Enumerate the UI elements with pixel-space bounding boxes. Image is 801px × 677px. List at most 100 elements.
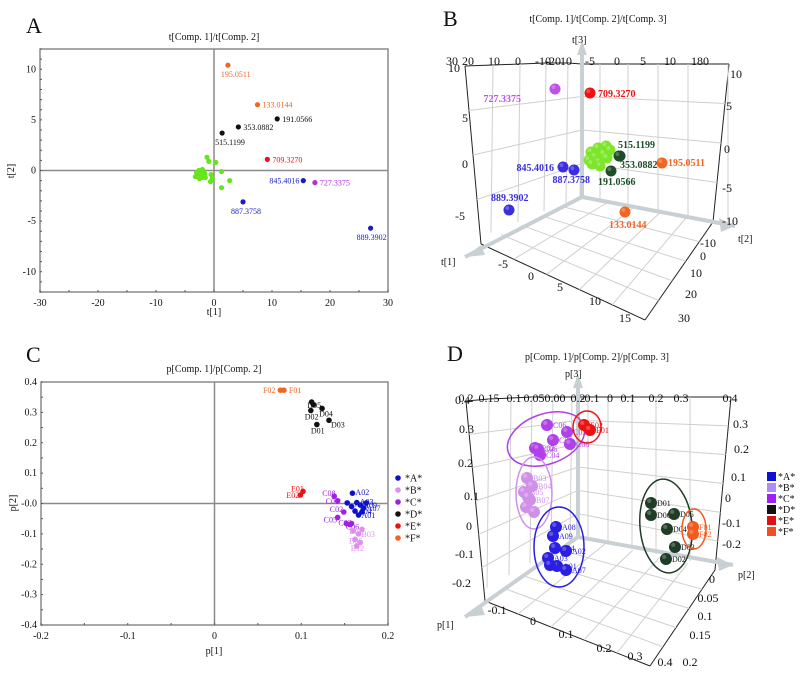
data-point-label: F01 <box>289 386 301 395</box>
legend-marker <box>395 511 401 517</box>
sphere-highlight <box>530 507 535 512</box>
group-ellipse <box>681 508 707 550</box>
data-point-label: 353.0882 <box>243 123 273 132</box>
data-point-label: 845.4016 <box>269 177 299 186</box>
y-tick-label: -0.3 <box>21 590 37 601</box>
sphere-highlight <box>586 89 591 93</box>
data-point-label: 887.3758 <box>231 207 261 216</box>
x-tick-label: -0.1 <box>488 603 507 617</box>
sphere-highlight <box>585 156 590 160</box>
y-tick-label: 0 <box>709 572 715 586</box>
data-point-label: 515.1199 <box>618 140 655 151</box>
data-point-label: D03 <box>331 420 345 429</box>
sphere-highlight <box>570 166 575 170</box>
chart-title-c: p[Comp. 1]/p[Comp. 2] <box>167 364 262 375</box>
cluster-sphere <box>604 144 616 156</box>
x-axis-label-a: t[1] <box>207 307 221 318</box>
z-tick-label: 0.2 <box>458 456 473 470</box>
data-point <box>331 493 338 500</box>
sphere-highlight <box>662 554 667 560</box>
data-point <box>219 130 225 136</box>
x-tick-label: -0.2 <box>33 631 49 642</box>
top-tick-label: 0.05 <box>524 391 545 405</box>
sphere-highlight <box>523 473 528 478</box>
top-tick-label: 10 <box>560 54 572 68</box>
data-point <box>264 156 270 162</box>
sphere-highlight <box>580 420 585 425</box>
right-tick-label: 0 <box>724 142 730 156</box>
x-axis-label-d: p[1] <box>437 620 454 631</box>
grid-line <box>486 398 490 588</box>
top-tick-label: -5 <box>585 54 595 68</box>
data-point-label: C05 <box>324 515 337 524</box>
cluster-point <box>204 154 210 160</box>
sphere-highlight <box>522 502 527 507</box>
sphere-highlight <box>551 85 556 89</box>
legend-label: *E* <box>778 516 794 527</box>
front-x-edge <box>480 243 646 321</box>
data-point-label: 727.3375 <box>484 94 522 105</box>
data-point-label: E02 <box>590 421 603 430</box>
floor-grid-line <box>583 556 661 641</box>
data-point-label: B07 <box>536 496 549 505</box>
sphere-highlight <box>549 435 554 440</box>
group-ellipse <box>533 506 585 588</box>
x-tick-label: 0.4 <box>658 655 673 669</box>
data-sphere <box>528 506 540 518</box>
sphere-highlight <box>566 439 571 444</box>
sphere-highlight <box>546 560 551 566</box>
data-point-label: A07 <box>572 566 586 575</box>
top-tick-label: 0.4 <box>723 391 738 405</box>
data-sphere <box>584 424 596 436</box>
group-ellipse <box>515 456 553 530</box>
legend-marker <box>395 475 401 481</box>
data-point <box>349 490 356 496</box>
cluster-point <box>208 171 214 178</box>
legend-label: *D* <box>778 505 795 516</box>
sphere-highlight <box>552 522 557 528</box>
data-point-label: F02 <box>699 530 711 539</box>
floor-grid-line <box>579 211 661 290</box>
sphere-highlight <box>562 565 567 571</box>
sphere-highlight <box>551 543 556 549</box>
legend-label: *C* <box>405 498 422 509</box>
cluster-point <box>218 168 225 175</box>
z-tick-label: 0.3 <box>459 422 474 436</box>
floor-grid-line <box>541 215 686 262</box>
data-point-label: C08 <box>576 440 589 449</box>
panel-d: D p[Comp. 1]/p[Comp. 2]/p[Comp. 3] p[3] p… <box>437 341 795 669</box>
data-point-label: E01 <box>596 426 609 435</box>
x-tick-label: -20 <box>91 298 104 309</box>
floor-grid-line <box>561 205 700 243</box>
data-point <box>353 543 360 549</box>
y-axis-arrow <box>581 195 736 228</box>
z-axis-arrowhead <box>577 41 587 55</box>
data-sphere <box>544 559 556 571</box>
x-tick-label: 0.1 <box>295 631 308 642</box>
data-sphere <box>669 541 681 553</box>
z-axis-arrowhead <box>573 374 583 388</box>
legend-marker <box>395 499 401 505</box>
top-tick-label: 30 <box>446 54 458 68</box>
panel-a: A t[Comp. 1]/t[Comp. 2] t[1] t[2] -30 -20… <box>6 13 393 318</box>
legend-marker <box>767 483 776 492</box>
x-axis-label-c: p[1] <box>206 646 223 657</box>
y-tick-label: 0 <box>700 249 706 263</box>
right-tick-label: -10 <box>722 214 738 228</box>
data-point <box>310 401 317 408</box>
x-tick-label: 0.2 <box>597 641 612 655</box>
data-point <box>225 62 231 68</box>
floor-grid-line <box>501 234 659 301</box>
data-point-label: D02 <box>305 413 319 422</box>
data-point <box>344 500 351 506</box>
legend-label: *A* <box>405 474 422 485</box>
data-point-label: 887.3758 <box>553 175 591 186</box>
panel-letter-b: B <box>443 6 458 31</box>
x-tick-label: 0 <box>530 614 536 628</box>
data-point <box>312 180 318 186</box>
data-point-label: C06 <box>346 522 359 531</box>
data-point-label: B06 <box>349 536 362 545</box>
data-point-label: A04 <box>358 507 372 516</box>
cluster-point <box>206 158 212 164</box>
data-point <box>340 509 347 515</box>
